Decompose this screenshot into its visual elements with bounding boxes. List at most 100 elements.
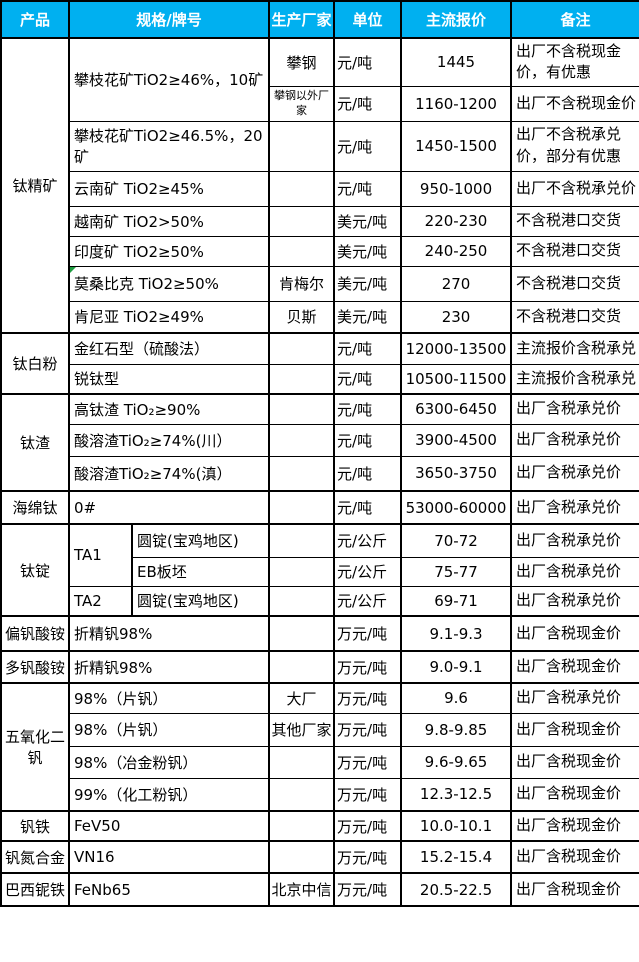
spec-cell: 99%（化工粉钒） bbox=[67, 777, 271, 812]
price-cell: 10500-11500 bbox=[400, 363, 513, 395]
price-cell: 9.6-9.65 bbox=[400, 745, 513, 779]
maker-cell bbox=[268, 745, 336, 779]
maker-cell bbox=[268, 363, 336, 395]
maker-cell bbox=[268, 170, 336, 207]
table-row: 海绵钛 0# 元/吨 53000-60000 出厂含税承兑价 bbox=[0, 490, 639, 525]
product-cell: 钛白粉 bbox=[0, 332, 70, 395]
spec-sub-cell: 圆锭(宝鸡地区) bbox=[130, 585, 271, 617]
price-cell: 9.0-9.1 bbox=[400, 650, 513, 684]
maker-cell: 大厂 bbox=[268, 682, 336, 714]
table-row: 钛精矿 攀枝花矿TiO2≥46%，10矿 攀钢 元/吨 1445 出厂不含税现金… bbox=[0, 37, 639, 334]
price-cell: 1445 bbox=[400, 37, 513, 87]
price-cell: 12.3-12.5 bbox=[400, 777, 513, 812]
note-cell: 出厂不含税现金价，有优惠 bbox=[510, 37, 639, 87]
table-row: 98%（冶金粉钒） 万元/吨 9.6-9.65 出厂含税现金价 bbox=[1, 745, 639, 779]
unit-cell: 元/吨 bbox=[333, 120, 403, 172]
note-cell: 出厂含税现金价 bbox=[510, 650, 639, 684]
product-cell: 巴西铌铁 bbox=[0, 872, 70, 907]
price-cell: 70-72 bbox=[400, 523, 513, 558]
product-cell: 钛锭 bbox=[0, 523, 70, 617]
unit-cell: 元/吨 bbox=[333, 423, 403, 457]
maker-cell bbox=[268, 650, 336, 684]
table-row: 钒铁 FeV50 万元/吨 10.0-10.1 出厂含税现金价 bbox=[0, 810, 639, 842]
maker-cell bbox=[268, 585, 336, 617]
unit-cell: 万元/吨 bbox=[333, 712, 403, 747]
table-row: 偏钒酸铵 折精钒98% 万元/吨 9.1-9.3 出厂含税现金价 bbox=[0, 615, 639, 652]
maker-cell bbox=[268, 840, 336, 874]
product-cell: 钛精矿 bbox=[0, 37, 70, 334]
product-cell: 钛渣 bbox=[0, 393, 70, 492]
table-row: 攀枝花矿TiO2≥46.5%，20矿 元/吨 1450-1500 出厂不含税承兑… bbox=[1, 120, 639, 172]
maker-cell bbox=[268, 523, 336, 558]
note-cell: 出厂含税现金价 bbox=[510, 840, 639, 874]
spec-cell: VN16 bbox=[67, 840, 271, 874]
maker-cell bbox=[268, 423, 336, 457]
product-cell: 钒氮合金 bbox=[0, 840, 70, 874]
price-cell: 6300-6450 bbox=[400, 393, 513, 425]
unit-cell: 美元/吨 bbox=[333, 235, 403, 267]
table-row: 钛渣 高钛渣 TiO₂≥90% 元/吨 6300-6450 出厂含税承兑价 bbox=[0, 393, 639, 492]
maker-cell: 攀钢 bbox=[268, 37, 336, 87]
table-row: 钒氮合金 VN16 万元/吨 15.2-15.4 出厂含税现金价 bbox=[0, 840, 639, 874]
column-header-maker: 生产厂家 bbox=[268, 0, 336, 39]
product-cell: 海绵钛 bbox=[0, 490, 70, 525]
price-cell: 75-77 bbox=[400, 556, 513, 587]
price-cell: 53000-60000 bbox=[400, 490, 513, 525]
column-header-note: 备注 bbox=[510, 0, 639, 39]
price-cell: 15.2-15.4 bbox=[400, 840, 513, 874]
column-header-unit: 单位 bbox=[333, 0, 403, 39]
price-cell: 230 bbox=[400, 300, 513, 334]
note-cell: 出厂含税承兑价 bbox=[510, 556, 639, 587]
header-row: 产品 规格/牌号 生产厂家 单位 主流报价 备注 bbox=[0, 0, 639, 39]
price-cell: 12000-13500 bbox=[400, 332, 513, 365]
spec-cell: 攀枝花矿TiO2≥46%，10矿 bbox=[67, 37, 271, 122]
price-cell: 240-250 bbox=[400, 235, 513, 267]
spec-cell: 高钛渣 TiO₂≥90% bbox=[67, 393, 271, 425]
table-row: 酸溶渣TiO₂≥74%(川） 元/吨 3900-4500 出厂含税承兑价 bbox=[1, 423, 639, 457]
spec-cell: 98%（冶金粉钒） bbox=[67, 745, 271, 779]
price-cell: 950-1000 bbox=[400, 170, 513, 207]
maker-cell bbox=[268, 235, 336, 267]
spec-cell: 酸溶渣TiO₂≥74%(滇） bbox=[67, 455, 271, 492]
maker-cell bbox=[268, 205, 336, 237]
unit-cell: 元/吨 bbox=[333, 37, 403, 87]
note-cell: 出厂含税承兑价 bbox=[510, 523, 639, 558]
maker-cell bbox=[268, 332, 336, 365]
unit-cell: 美元/吨 bbox=[333, 205, 403, 237]
unit-cell: 万元/吨 bbox=[333, 872, 403, 907]
unit-cell: 万元/吨 bbox=[333, 682, 403, 714]
spec-sub-cell: 圆锭(宝鸡地区) bbox=[130, 523, 271, 558]
note-cell: 主流报价含税承兑 bbox=[510, 332, 639, 365]
price-table: 产品 规格/牌号 生产厂家 单位 主流报价 备注 钛精矿 攀枝花矿TiO2≥46… bbox=[0, 0, 639, 907]
unit-cell: 万元/吨 bbox=[333, 810, 403, 842]
cell-corner-flag-icon bbox=[71, 267, 76, 273]
note-cell: 出厂含税承兑价 bbox=[510, 682, 639, 714]
spec-cell: 98%（片钒） bbox=[67, 712, 271, 747]
spec-sub-cell: EB板坯 bbox=[130, 556, 271, 587]
note-cell: 出厂含税承兑价 bbox=[510, 455, 639, 492]
price-cell: 9.6 bbox=[400, 682, 513, 714]
unit-cell: 美元/吨 bbox=[333, 265, 403, 302]
table-row: 肯尼亚 TiO2≥49% 贝斯 美元/吨 230 不含税港口交货 bbox=[1, 300, 639, 334]
maker-cell bbox=[268, 393, 336, 425]
spec-cell: 莫桑比克 TiO2≥50% bbox=[67, 265, 271, 302]
unit-cell: 万元/吨 bbox=[333, 650, 403, 684]
product-cell: 五氧化二钒 bbox=[0, 682, 70, 812]
maker-cell bbox=[268, 556, 336, 587]
maker-cell bbox=[268, 490, 336, 525]
spec-cell: 折精钒98% bbox=[67, 650, 271, 684]
note-cell: 出厂含税承兑价 bbox=[510, 423, 639, 457]
maker-cell: 其他厂家 bbox=[268, 712, 336, 747]
price-cell: 69-71 bbox=[400, 585, 513, 617]
table-row: 莫桑比克 TiO2≥50% 肯梅尔 美元/吨 270 不含税港口交货 bbox=[1, 265, 639, 302]
column-header-spec: 规格/牌号 bbox=[67, 0, 271, 39]
unit-cell: 元/吨 bbox=[333, 455, 403, 492]
unit-cell: 万元/吨 bbox=[333, 745, 403, 779]
note-cell: 出厂不含税现金价 bbox=[510, 85, 639, 122]
spec-cell: 攀枝花矿TiO2≥46.5%，20矿 bbox=[67, 120, 271, 172]
maker-cell bbox=[268, 120, 336, 172]
spec-text: 莫桑比克 TiO2≥50% bbox=[74, 275, 219, 293]
note-cell: 出厂含税承兑价 bbox=[510, 393, 639, 425]
unit-cell: 元/吨 bbox=[333, 393, 403, 425]
spec-cell: 锐钛型 bbox=[67, 363, 271, 395]
